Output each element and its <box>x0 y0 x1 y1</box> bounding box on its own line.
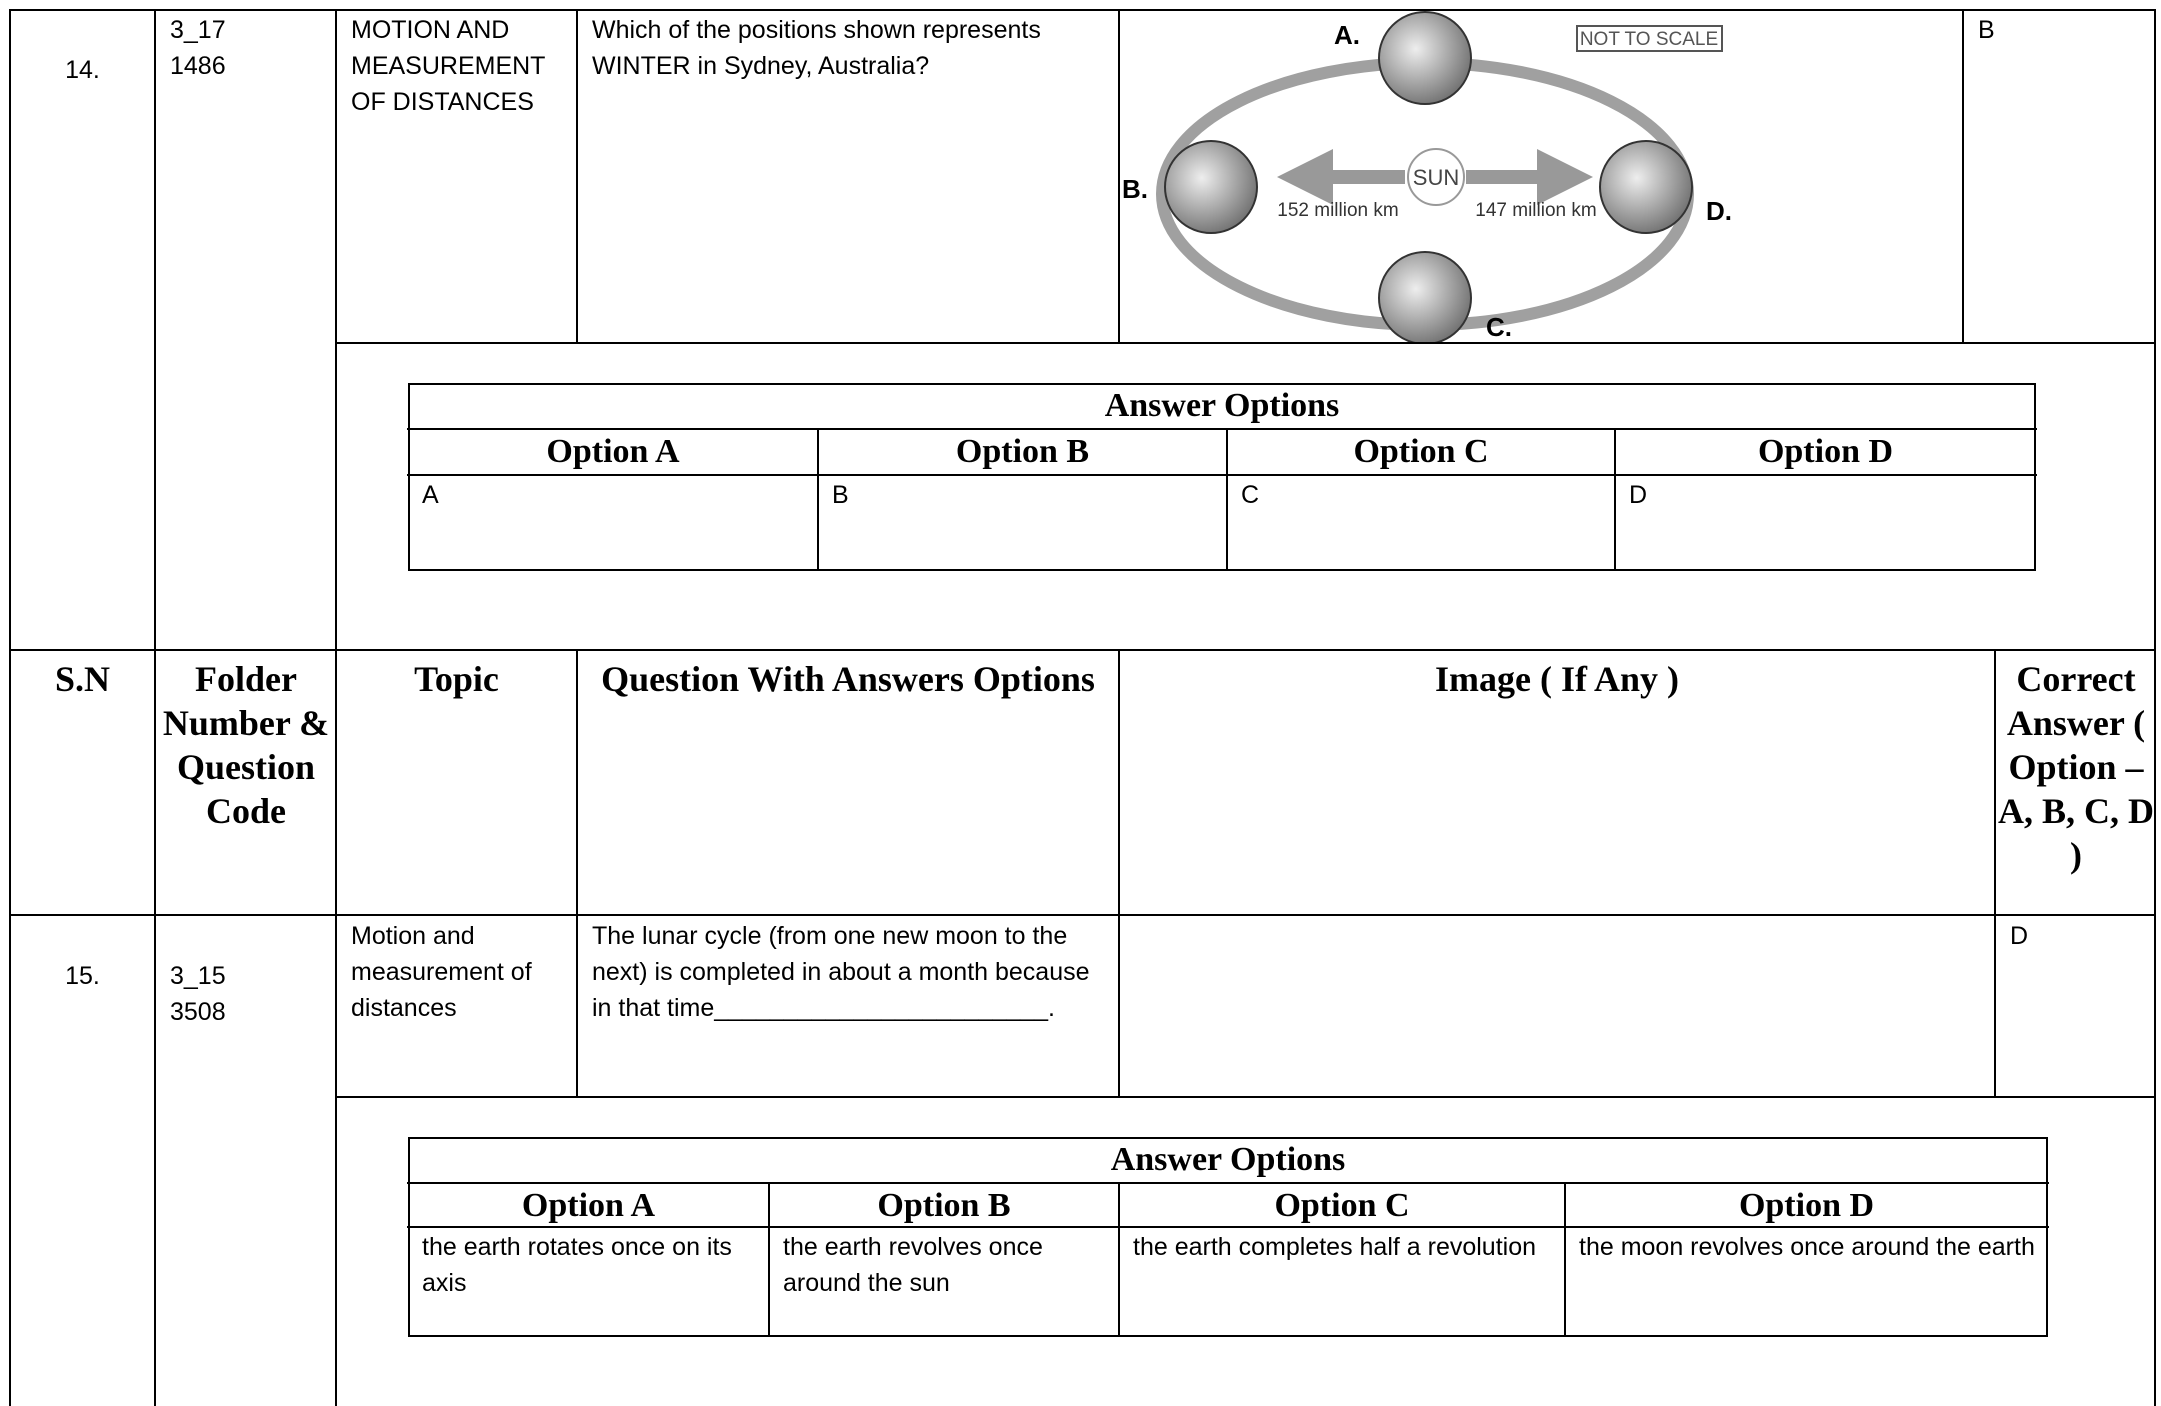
option-value: D <box>1629 481 1648 509</box>
option-header: Option A <box>546 433 680 470</box>
orbit-diagram: NOT TO SCALE SUN 152 million km 147 mill… <box>1122 11 1732 343</box>
rule <box>407 1226 2049 1228</box>
option-value: the earth revolves once around the sun <box>783 1233 1043 1297</box>
position-label: B. <box>1122 174 1148 204</box>
rule <box>9 9 11 1406</box>
options-table <box>408 383 2036 571</box>
option-header: Option D <box>1738 1187 1875 1224</box>
option-header: Option C <box>1274 1187 1410 1224</box>
rule <box>335 1096 2156 1098</box>
correct-answer: B <box>1978 16 1995 44</box>
header-cell: Correct Answer ( Option – A, B, C, D ) <box>1998 659 2155 875</box>
sun-label: SUN <box>1413 165 1459 190</box>
question: Which of the positions shown represents … <box>592 16 1041 80</box>
option-value: B <box>832 481 849 509</box>
rule <box>335 342 2156 344</box>
option-value: the moon revolves once around the earth <box>1579 1233 2035 1261</box>
option-value: A <box>422 481 439 509</box>
rule <box>9 649 2156 651</box>
rule <box>576 649 578 1098</box>
rule <box>407 1182 2049 1184</box>
rule <box>768 1182 770 1337</box>
position-label: A. <box>1334 20 1360 50</box>
header-cell: Question With Answers Options <box>601 659 1095 699</box>
rule <box>407 428 2037 430</box>
option-value: C <box>1241 481 1260 509</box>
rule <box>1962 9 1964 344</box>
header-cell: S.N <box>54 659 111 699</box>
folder-number: 3_15 <box>170 962 226 990</box>
options-title: Answer Options <box>1104 387 1340 424</box>
option-header: Option D <box>1757 433 1894 470</box>
rule <box>1118 9 1120 344</box>
question-code: 1486 <box>170 52 226 80</box>
rule <box>407 474 2037 476</box>
note: NOT TO SCALE <box>1580 29 1718 50</box>
options-title: Answer Options <box>1110 1141 1346 1178</box>
rule <box>1564 1182 1566 1337</box>
rule <box>9 9 2156 11</box>
question-code: 3508 <box>170 998 226 1026</box>
folder-number: 3_17 <box>170 16 226 44</box>
position-label: D. <box>1706 196 1732 226</box>
option-value: the earth rotates once on its axis <box>422 1233 732 1297</box>
header-cell: Topic <box>414 659 499 699</box>
header-cell: Folder Number & Question Code <box>162 659 330 831</box>
correct-answer: D <box>2010 922 2029 950</box>
serial-number: 15. <box>65 962 100 990</box>
question: The lunar cycle (from one new moon to th… <box>592 922 1090 1022</box>
distance: 152 million km <box>1277 200 1398 221</box>
rule <box>1118 1182 1120 1337</box>
rule <box>9 914 2156 916</box>
rule <box>335 9 337 1406</box>
rule <box>154 9 156 1406</box>
option-header: Option C <box>1353 433 1489 470</box>
option-header: Option A <box>521 1187 656 1224</box>
rule <box>1226 428 1228 571</box>
distance: 147 million km <box>1475 200 1596 221</box>
rule <box>1994 649 1996 1098</box>
serial-number: 14. <box>65 56 100 84</box>
options-table <box>408 1137 2048 1337</box>
topic: MOTION AND MEASUREMENT OF DISTANCES <box>351 16 546 116</box>
rule <box>1614 428 1616 571</box>
option-header: Option B <box>955 433 1090 470</box>
rule <box>1118 649 1120 1098</box>
header-cell: Image ( If Any ) <box>1435 659 1679 699</box>
option-value: the earth completes half a revolution <box>1133 1233 1537 1261</box>
position-label: C. <box>1486 312 1512 342</box>
rule <box>576 9 578 344</box>
rule <box>817 428 819 571</box>
option-header: Option B <box>877 1187 1011 1224</box>
rule <box>2154 9 2156 1406</box>
topic: Motion and measurement of distances <box>351 922 532 1022</box>
